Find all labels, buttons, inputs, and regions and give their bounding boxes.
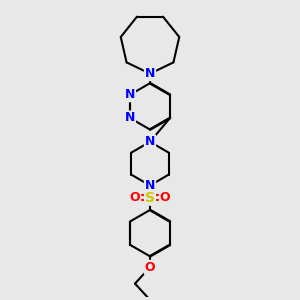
Text: N: N xyxy=(145,179,155,192)
Text: N: N xyxy=(125,88,135,101)
Text: O: O xyxy=(145,261,155,274)
Text: N: N xyxy=(145,135,155,148)
Text: O: O xyxy=(160,191,170,204)
Text: N: N xyxy=(145,67,155,80)
Text: N: N xyxy=(125,112,135,124)
Text: O: O xyxy=(130,191,140,204)
Text: S: S xyxy=(145,191,155,205)
